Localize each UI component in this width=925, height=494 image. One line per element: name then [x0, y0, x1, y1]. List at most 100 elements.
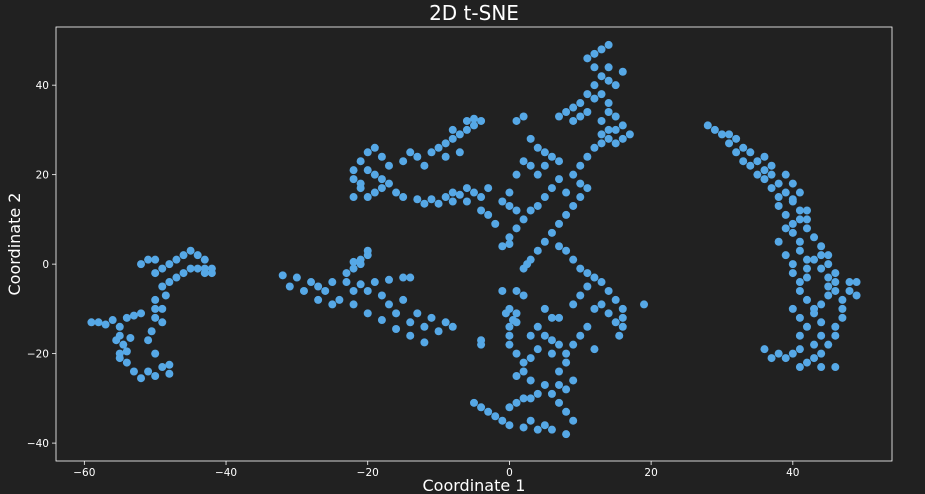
data-point	[533, 322, 542, 331]
data-point	[547, 336, 556, 345]
data-point	[122, 313, 131, 322]
data-point	[165, 360, 174, 369]
data-point	[384, 300, 393, 309]
data-point	[788, 260, 797, 269]
data-point	[484, 210, 493, 219]
data-point	[604, 309, 613, 318]
data-point	[406, 318, 415, 327]
data-point	[455, 130, 464, 139]
data-point	[597, 278, 606, 287]
data-point	[540, 161, 549, 170]
data-point	[802, 322, 811, 331]
data-point	[547, 228, 556, 237]
data-point	[349, 166, 358, 175]
data-point	[753, 157, 762, 166]
data-point	[781, 170, 790, 179]
data-point	[158, 363, 167, 372]
data-point	[292, 273, 301, 282]
data-point	[349, 175, 358, 184]
data-point	[604, 40, 613, 49]
scatter-points	[87, 40, 861, 439]
data-point	[555, 219, 564, 228]
data-point	[512, 116, 521, 125]
data-point	[384, 179, 393, 188]
data-point	[767, 161, 776, 170]
data-point	[349, 264, 358, 273]
data-point	[377, 291, 386, 300]
data-point	[512, 170, 521, 179]
data-point	[370, 188, 379, 197]
data-point	[512, 349, 521, 358]
data-point	[547, 152, 556, 161]
data-point	[817, 318, 826, 327]
data-point	[165, 369, 174, 378]
data-point	[462, 116, 471, 125]
data-point	[427, 148, 436, 157]
data-point	[526, 394, 535, 403]
data-point	[555, 112, 564, 121]
data-point	[462, 125, 471, 134]
data-point	[611, 81, 620, 90]
data-point	[533, 425, 542, 434]
data-point	[845, 278, 854, 287]
data-point	[774, 179, 783, 188]
data-point	[519, 215, 528, 224]
data-point	[151, 349, 160, 358]
data-point	[335, 295, 344, 304]
data-point	[831, 286, 840, 295]
data-point	[491, 219, 500, 228]
data-point	[703, 121, 712, 130]
data-point	[817, 363, 826, 372]
data-point	[94, 318, 103, 327]
data-point	[498, 242, 507, 251]
data-point	[547, 313, 556, 322]
data-point	[151, 371, 160, 380]
data-point	[618, 313, 627, 322]
data-point	[434, 199, 443, 208]
data-point	[129, 367, 138, 376]
data-point	[406, 331, 415, 340]
data-point	[802, 358, 811, 367]
y-axis-label: Coordinate 2	[5, 193, 24, 296]
data-point	[562, 430, 571, 439]
data-point	[576, 291, 585, 300]
data-point	[115, 322, 124, 331]
data-point	[831, 278, 840, 287]
data-point	[831, 331, 840, 340]
data-point	[526, 134, 535, 143]
data-point	[774, 237, 783, 246]
data-point	[547, 425, 556, 434]
data-point	[179, 269, 188, 278]
data-point	[788, 228, 797, 237]
data-point	[611, 112, 620, 121]
data-point	[462, 184, 471, 193]
data-point	[356, 179, 365, 188]
data-point	[533, 170, 542, 179]
data-point	[824, 251, 833, 260]
chart-title: 2D t-SNE	[429, 1, 519, 25]
data-point	[576, 193, 585, 202]
data-point	[802, 224, 811, 233]
data-point	[455, 190, 464, 199]
data-point	[802, 215, 811, 224]
data-point	[392, 188, 401, 197]
data-point	[817, 242, 826, 251]
data-point	[795, 331, 804, 340]
data-point	[399, 295, 408, 304]
data-point	[569, 376, 578, 385]
data-point	[540, 380, 549, 389]
data-point	[547, 349, 556, 358]
data-point	[760, 166, 769, 175]
data-point	[569, 116, 578, 125]
data-point	[810, 340, 819, 349]
data-point	[802, 295, 811, 304]
data-point	[562, 349, 571, 358]
y-tick-label: 20	[36, 170, 49, 182]
y-tick-label: 40	[36, 80, 49, 92]
data-point	[625, 130, 634, 139]
data-point	[356, 255, 365, 264]
data-point	[597, 116, 606, 125]
data-point	[717, 130, 726, 139]
data-point	[618, 67, 627, 76]
